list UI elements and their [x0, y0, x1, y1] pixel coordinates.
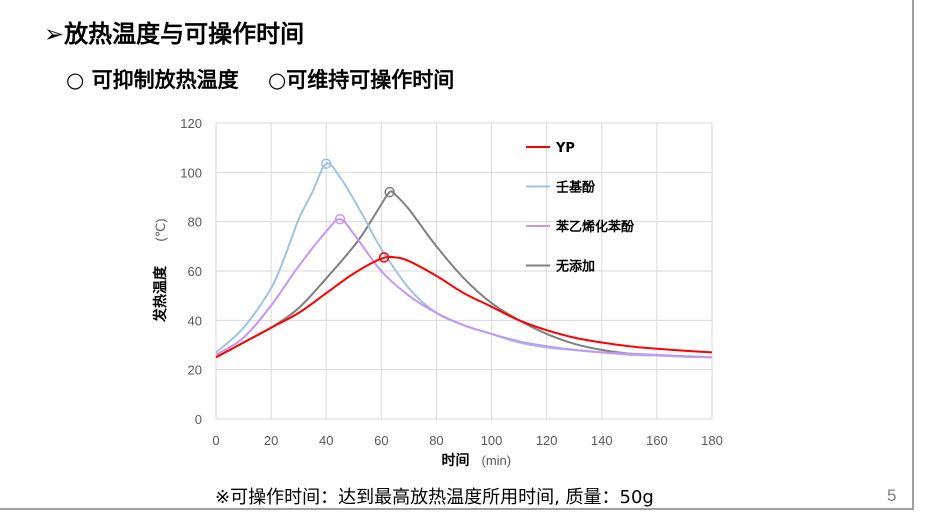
page-number: 5	[887, 486, 897, 505]
y-tick-label-80: 80	[188, 215, 202, 230]
peak-marker-1	[320, 158, 332, 169]
y-tick-label-100: 100	[180, 165, 202, 180]
series-line-2	[215, 218, 713, 359]
peak-marker-2	[334, 213, 346, 225]
y-tick-label-20: 20	[188, 363, 202, 378]
slide-frame-right	[912, 0, 914, 510]
peak-marker-3	[384, 186, 395, 198]
legend-label-0: YP	[555, 141, 575, 156]
x-tick-label-0: 0	[212, 433, 219, 448]
x-tick-label-100: 100	[481, 433, 503, 448]
legend-label-1: 壬基酚	[556, 180, 596, 196]
x-axis-label: 时间	[442, 452, 470, 469]
y-tick-label-40: 40	[188, 313, 202, 328]
footnote: ※可操作时间：达到最高放热温度所用时间, 质量：50g	[215, 487, 654, 508]
x-tick-label-180: 180	[701, 433, 723, 448]
slide-title: ➢放热温度与可操作时间	[44, 20, 305, 48]
chart-axes: 0 20 40 60 80 100 120 140 160 180 0 20 40 60 80 100 120 时…	[152, 116, 723, 469]
y-axis-unit: (℃)	[153, 218, 168, 241]
chart-series	[215, 158, 713, 359]
legend-label-2: 苯乙烯化苯酚	[555, 219, 635, 235]
series-line-1	[215, 162, 713, 359]
x-tick-label-60: 60	[374, 433, 388, 448]
peak-marker-0	[378, 252, 390, 263]
subtitle-item-suppress-heat: ○ 可抑制放热温度	[66, 68, 239, 92]
x-tick-label-120: 120	[536, 433, 558, 448]
slide-frame-bottom	[0, 508, 914, 510]
subtitle-item-maintain-time: ○可维持可操作时间	[267, 68, 455, 92]
x-tick-label-40: 40	[319, 433, 333, 448]
subtitle: ○ 可抑制放热温度 ○可维持可操作时间	[66, 64, 476, 94]
y-tick-label-60: 60	[188, 264, 202, 279]
x-tick-label-160: 160	[646, 433, 668, 448]
series-line-3	[215, 190, 713, 359]
y-axis-label: 发热温度	[152, 265, 169, 323]
legend-label-3: 无添加	[555, 259, 595, 275]
y-tick-label-0: 0	[195, 412, 202, 427]
x-tick-label-140: 140	[591, 433, 613, 448]
chart-grid	[215, 122, 713, 420]
y-tick-label-120: 120	[180, 116, 202, 131]
series-line-0	[215, 255, 713, 359]
x-tick-label-20: 20	[264, 433, 278, 448]
x-tick-label-80: 80	[429, 433, 443, 448]
x-axis-unit: (min)	[482, 453, 512, 468]
